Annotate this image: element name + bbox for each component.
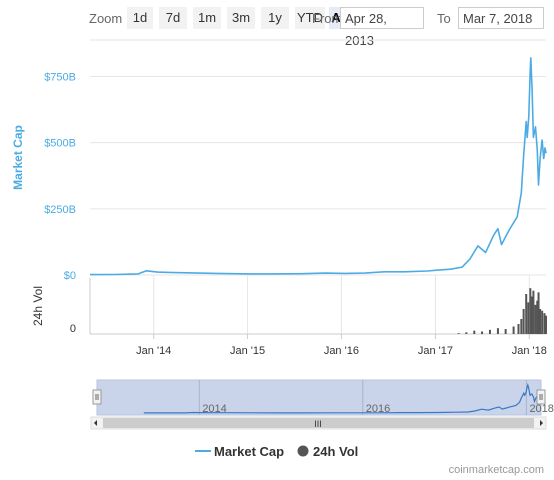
y-axis-title-market-cap: Market Cap	[11, 125, 25, 190]
x-tick-label: Jan '16	[324, 345, 359, 357]
market-cap-line	[89, 57, 547, 276]
volume-bar	[465, 332, 468, 334]
zoom-ytd-button[interactable]: YTD	[295, 7, 325, 29]
volume-bar	[541, 310, 544, 334]
volume-bar	[488, 329, 491, 334]
volume-bar	[525, 294, 528, 334]
zoom-1d-button[interactable]: 1d	[127, 7, 153, 29]
navigator-tick-label: 2014	[202, 403, 226, 415]
volume-bar	[517, 324, 520, 334]
volume-bar	[473, 330, 476, 334]
navigator-tick-label: 2016	[366, 403, 390, 415]
from-date-input[interactable]: Apr 28, 2013	[340, 7, 424, 48]
volume-bar	[457, 333, 460, 334]
vol-y-tick-label: 0	[70, 323, 76, 335]
volume-bar	[522, 309, 525, 334]
volume-bar	[545, 315, 547, 334]
zoom-1m-button[interactable]: 1m	[193, 7, 221, 29]
volume-bar	[496, 328, 499, 334]
zoom-3m-button[interactable]: 3m	[227, 7, 255, 29]
navigator-handle-left[interactable]	[92, 389, 102, 405]
y-tick-label: $750B	[44, 71, 76, 83]
navigator-line	[143, 382, 542, 414]
market-cap-legend-icon	[195, 450, 211, 452]
volume-bar	[530, 296, 533, 334]
x-tick-label: Jan '14	[136, 345, 171, 357]
zoom-label: Zoom	[89, 11, 123, 26]
y-tick-label: $250B	[44, 204, 76, 216]
x-tick-label: Jan '17	[418, 345, 453, 357]
y-tick-label: $500B	[44, 138, 76, 150]
legend-market-cap[interactable]: Market Cap	[214, 444, 285, 459]
volume-bar	[532, 290, 535, 334]
volume-bar	[537, 292, 540, 334]
navigator-handle-right[interactable]	[536, 389, 546, 405]
volume-bar	[527, 302, 530, 334]
navigator-tick-label: 2018	[529, 403, 553, 415]
to-date-input[interactable]: Mar 7, 2018	[458, 7, 544, 29]
volume-bar	[539, 309, 542, 334]
volume-legend-icon	[297, 445, 309, 457]
scroll-right-arrow-icon[interactable]	[540, 420, 543, 426]
volume-bar	[512, 326, 515, 334]
volume-bar	[534, 304, 537, 334]
volume-bar	[504, 329, 507, 334]
x-tick-label: Jan '18	[512, 345, 547, 357]
volume-bar	[520, 319, 523, 334]
volume-bar	[543, 313, 546, 334]
zoom-7d-button[interactable]: 7d	[159, 7, 187, 29]
to-label: To	[437, 11, 451, 26]
y-axis-title-24h-vol: 24h Vol	[31, 286, 45, 326]
scrollbar-thumb[interactable]	[103, 418, 534, 428]
y-tick-label: $0	[64, 270, 76, 282]
from-label: From	[312, 11, 343, 26]
scrollbar-grip: III	[314, 419, 322, 429]
legend-24h-vol[interactable]: 24h Vol	[313, 444, 359, 459]
zoom-1y-button[interactable]: 1y	[261, 7, 289, 29]
volume-bar	[529, 288, 532, 334]
scroll-left-arrow-icon[interactable]	[94, 420, 97, 426]
x-tick-label: Jan '15	[230, 345, 265, 357]
volume-bar	[536, 300, 539, 334]
navigator-selection[interactable]	[96, 379, 542, 416]
volume-bar	[480, 331, 483, 334]
credit-link[interactable]: coinmarketcap.com	[448, 464, 544, 476]
